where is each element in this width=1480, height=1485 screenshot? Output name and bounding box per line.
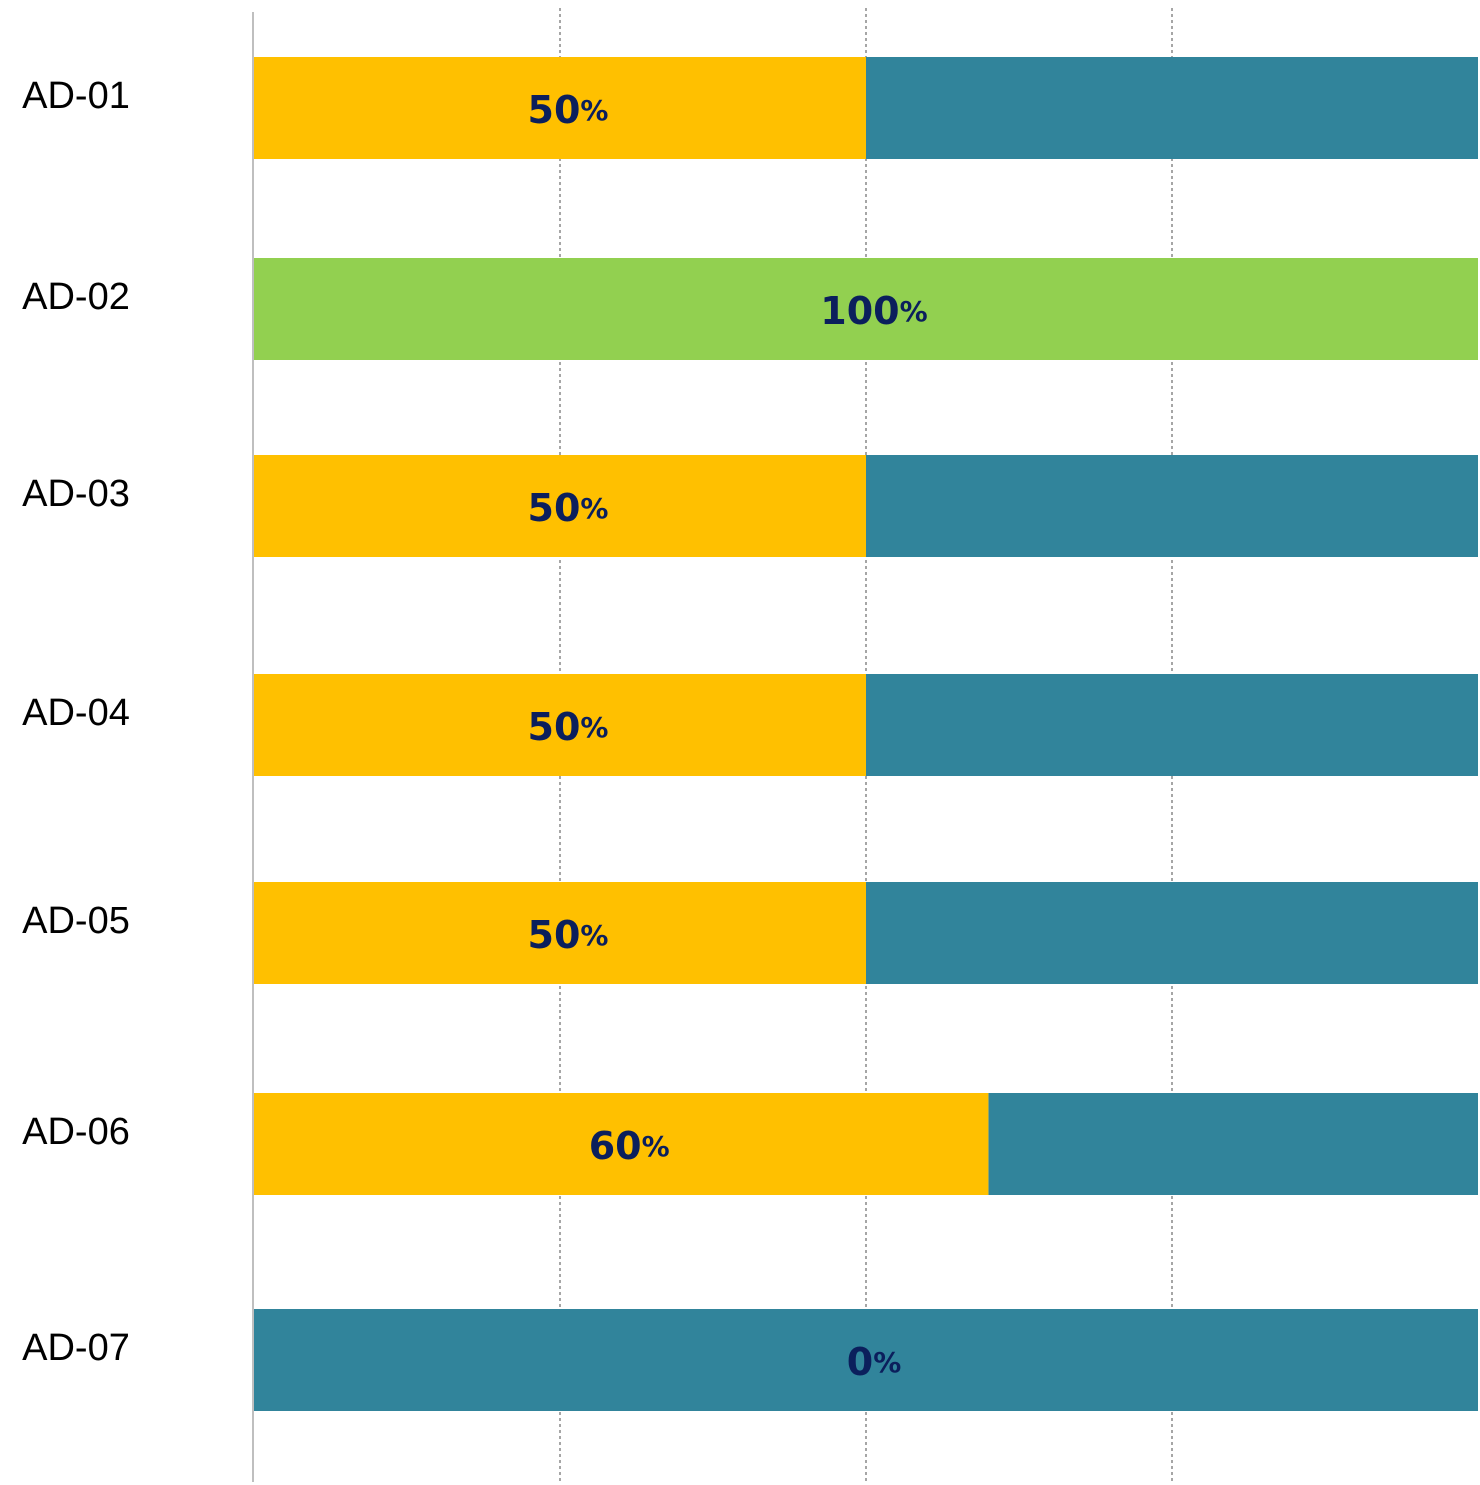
category-label: AD-01 bbox=[22, 75, 130, 117]
grid-lines bbox=[252, 8, 1173, 1482]
category-label: AD-03 bbox=[22, 473, 130, 515]
value-label: 50% bbox=[528, 486, 609, 530]
bar-remainder bbox=[866, 882, 1478, 984]
bar-remainder bbox=[866, 455, 1478, 557]
value-label: 60% bbox=[589, 1124, 670, 1168]
value-labels: 50% 100% 50% 50% 50% 60% 0% bbox=[528, 88, 928, 1384]
bar-progress bbox=[254, 882, 866, 984]
bar-progress bbox=[254, 57, 866, 159]
bar-remainder bbox=[866, 674, 1478, 776]
bar-remainder bbox=[254, 1309, 1478, 1411]
category-label: AD-04 bbox=[22, 692, 130, 734]
bar-remainder bbox=[866, 57, 1478, 159]
value-label: 50% bbox=[528, 88, 609, 132]
category-label: AD-02 bbox=[22, 276, 130, 318]
category-label: AD-07 bbox=[22, 1327, 130, 1369]
value-label: 50% bbox=[528, 705, 609, 749]
bar-progress bbox=[254, 455, 866, 557]
value-label: 0% bbox=[847, 1340, 902, 1384]
bar-progress bbox=[254, 258, 1478, 360]
bars bbox=[254, 57, 1478, 1411]
bar-progress bbox=[254, 1093, 989, 1195]
value-label: 50% bbox=[528, 913, 609, 957]
category-labels: AD-01 AD-02 AD-03 AD-04 AD-05 AD-06 AD-07 bbox=[22, 75, 130, 1369]
category-label: AD-05 bbox=[22, 900, 130, 942]
value-label: 100% bbox=[820, 289, 927, 333]
category-label: AD-06 bbox=[22, 1111, 130, 1153]
bar-progress bbox=[254, 674, 866, 776]
bar-remainder bbox=[988, 1093, 1478, 1195]
